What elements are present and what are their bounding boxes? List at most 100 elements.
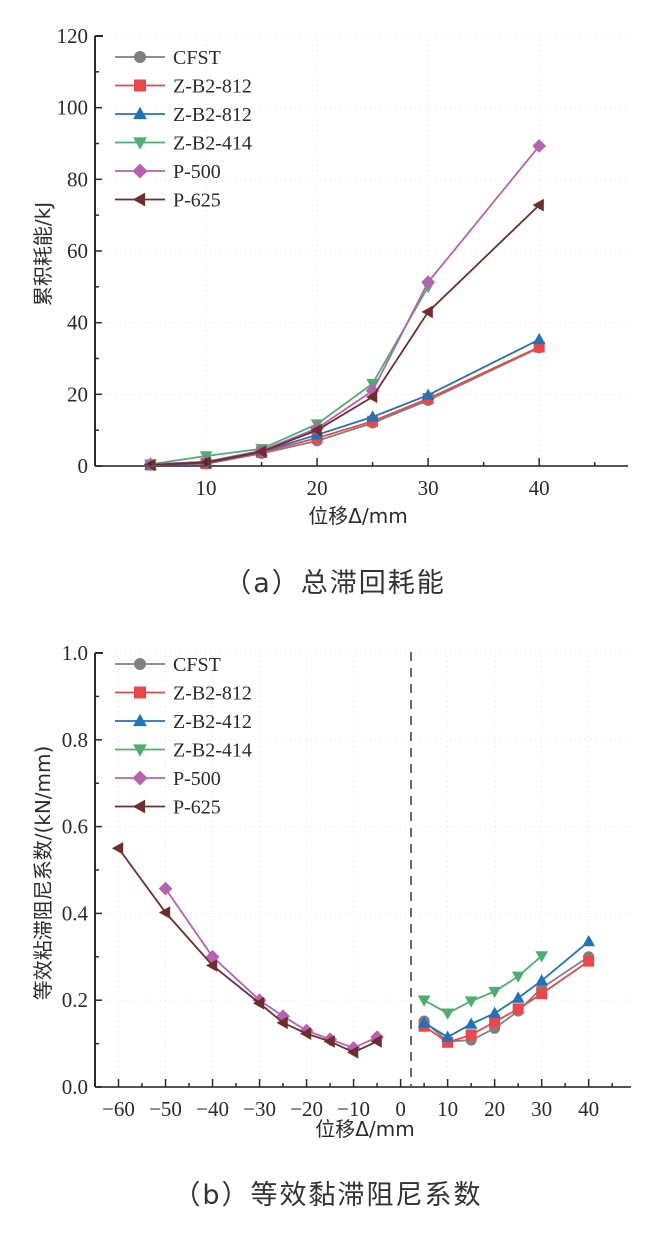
x-tick-label: −10 <box>337 1097 370 1121</box>
series-z-b2-812 <box>145 341 545 471</box>
legend-label: Z-B2-812 <box>173 104 252 126</box>
x-tick-label: −40 <box>196 1097 229 1121</box>
x-tick-label: −60 <box>102 1097 135 1121</box>
x-tick-label: 40 <box>578 1097 599 1121</box>
data-point <box>346 1045 359 1059</box>
data-point <box>366 390 378 404</box>
data-point <box>143 458 156 472</box>
y-axis-title: 等效粘滞阻尼系数/(kN/mm) <box>31 746 55 1001</box>
legend-item: Z-B2-414 <box>115 133 252 155</box>
chart-equivalent-viscous-damping: 0.0 0.2 0.4 0.6 0.8 1.0 −60 −50 −40 −30 −20 −10 0 10 2… <box>31 641 631 1211</box>
legend-label: P-500 <box>173 161 221 183</box>
x-axis-title: 位移Δ/mm <box>315 1117 414 1141</box>
legend: CFST Z-B2-812 Z-B2-412 Z-B2-414 P-500 P-625 <box>115 654 252 819</box>
series-layer <box>111 841 596 1059</box>
data-point <box>583 955 595 967</box>
legend-label: Z-B2-412 <box>173 711 252 733</box>
data-point <box>252 996 265 1010</box>
legend-label: P-625 <box>173 797 221 819</box>
legend-marker <box>132 770 148 786</box>
legend-marker <box>134 51 146 63</box>
x-tick-label: 10 <box>437 1097 458 1121</box>
legend-label: Z-B2-812 <box>173 76 252 98</box>
legend-item: Z-B2-812 <box>115 76 252 98</box>
data-point <box>464 996 478 1008</box>
y-tick-label: 0.6 <box>62 815 88 839</box>
data-point <box>421 305 433 319</box>
legend-label: P-625 <box>173 190 221 212</box>
axes <box>94 652 631 1088</box>
data-point <box>582 935 596 947</box>
data-point <box>442 1036 454 1048</box>
series-z-b2-812 <box>144 332 546 470</box>
data-point <box>465 1029 477 1041</box>
data-point <box>533 341 545 353</box>
data-point <box>536 988 548 1000</box>
data-point <box>441 1030 454 1042</box>
x-axis-title: 位移Δ/mm <box>308 504 407 528</box>
legend-item: Z-B2-812 <box>115 683 252 705</box>
legend-label: CFST <box>173 47 221 69</box>
data-point <box>158 881 173 896</box>
x-tick-label: −30 <box>243 1097 276 1121</box>
data-point <box>111 841 124 855</box>
data-point <box>366 410 379 422</box>
series-line <box>423 940 590 1039</box>
data-point <box>532 198 544 212</box>
legend-marker <box>132 192 146 207</box>
y-tick-label: 0.8 <box>62 728 88 752</box>
series-line <box>150 286 429 466</box>
data-point <box>323 1035 335 1048</box>
series-line <box>423 956 590 1043</box>
legend-item: Z-B2-412 <box>115 711 252 733</box>
data-point <box>158 906 171 919</box>
legend-label: Z-B2-414 <box>173 133 252 155</box>
series-z-b2-414 <box>417 951 548 1020</box>
legend-label: P-500 <box>173 768 221 790</box>
legend-marker <box>133 137 147 150</box>
legend-label: Z-B2-414 <box>173 740 252 762</box>
y-tick-label: 80 <box>67 167 88 191</box>
data-point <box>441 1008 454 1020</box>
legend-marker <box>133 106 147 120</box>
y-tick-label: 0.0 <box>62 1075 88 1099</box>
x-tick-label: 30 <box>418 476 439 500</box>
y-tick-label: 60 <box>67 239 88 263</box>
x-tick-label: 20 <box>484 1097 505 1121</box>
legend-label: CFST <box>173 654 221 676</box>
data-point <box>205 959 218 972</box>
legend-marker <box>133 713 147 727</box>
series-z-b2-812 <box>418 955 595 1048</box>
data-point <box>532 332 546 345</box>
data-point <box>254 445 267 458</box>
series-p-625 <box>111 841 382 1059</box>
chart-total-hysteretic-energy: 0 20 40 60 80 100 120 10 20 30 40 CFST Z-B2-812 Z-B2… <box>31 24 628 599</box>
legend-marker <box>134 686 146 699</box>
legend-marker <box>134 79 146 92</box>
grid-lines <box>95 35 628 466</box>
data-point <box>276 1016 288 1030</box>
y-tick-label: 1.0 <box>62 641 88 665</box>
figure-caption: （a）总滞回耗能 <box>224 568 446 599</box>
series-line <box>150 346 540 466</box>
y-tick-label: 0.2 <box>62 988 88 1012</box>
tick-labels: 0.0 0.2 0.4 0.6 0.8 1.0 −60 −50 −40 −30 −20 −10 0 10 2… <box>62 641 599 1121</box>
legend-item: P-500 <box>115 768 221 790</box>
legend-item: CFST <box>115 654 221 676</box>
data-point <box>511 991 525 1003</box>
x-tick-label: −50 <box>149 1097 182 1121</box>
legend-label: Z-B2-812 <box>173 683 252 705</box>
tick-labels: 0 20 40 60 80 100 120 10 20 30 40 <box>57 24 550 500</box>
data-point <box>535 951 548 963</box>
data-point <box>532 139 547 153</box>
legend-item: Z-B2-414 <box>115 740 252 762</box>
series-cfst <box>418 951 595 1047</box>
data-point <box>511 971 525 983</box>
series-p-500 <box>158 881 384 1055</box>
x-tick-label: 0 <box>395 1097 406 1121</box>
legend-marker <box>134 658 146 670</box>
data-point <box>535 974 548 986</box>
data-point <box>488 1006 501 1018</box>
x-tick-label: 10 <box>196 476 217 500</box>
series-line <box>150 346 540 466</box>
